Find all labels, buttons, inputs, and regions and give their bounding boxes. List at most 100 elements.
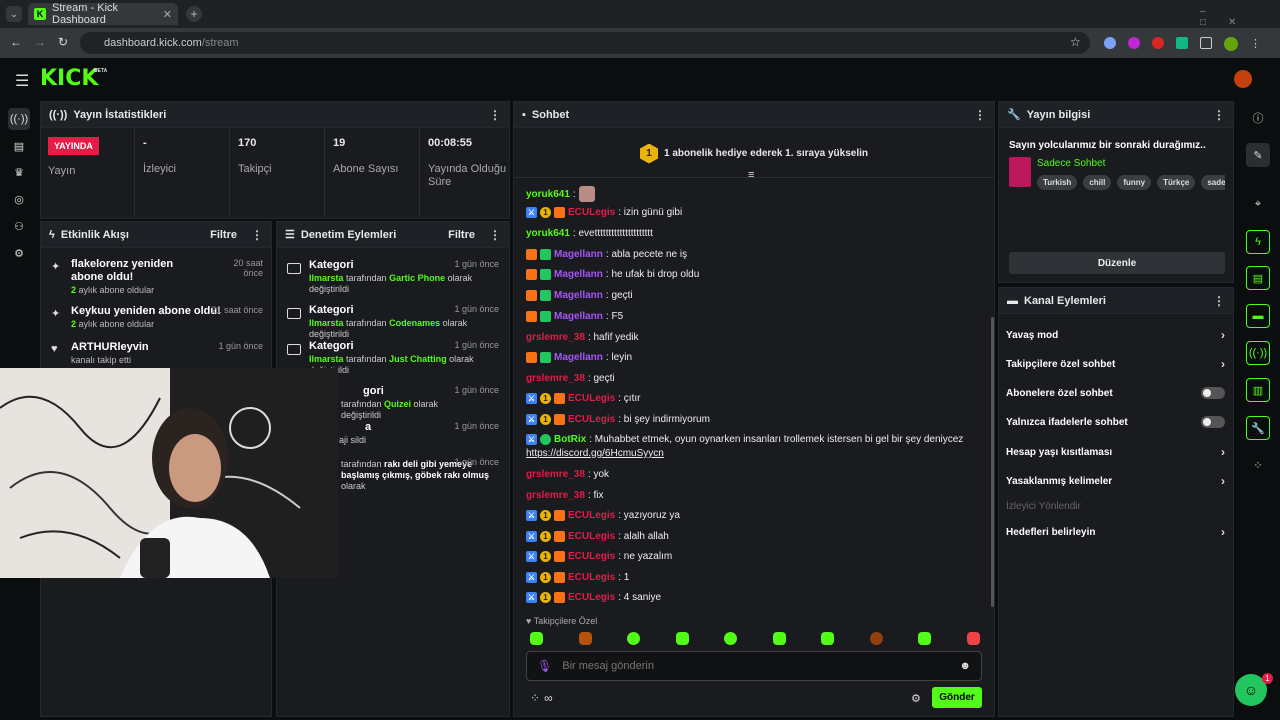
- info-icon[interactable]: ⓘ: [1252, 113, 1264, 125]
- action-followers-only[interactable]: Takipçilere özel sohbet ›: [1006, 357, 1225, 371]
- emote-2-icon[interactable]: [578, 632, 592, 645]
- browser-tab[interactable]: K Stream - Kick Dashboard ✕: [28, 2, 178, 26]
- quick-action-notes-icon[interactable]: ▤: [1246, 266, 1270, 290]
- emote-9-icon[interactable]: [918, 632, 932, 645]
- tag[interactable]: sadece: [1201, 175, 1225, 190]
- new-tab-icon[interactable]: +: [186, 6, 202, 22]
- close-tab-icon[interactable]: ✕: [162, 8, 172, 21]
- chat-username[interactable]: yoruk641: [526, 188, 570, 200]
- quick-action-broadcast-icon[interactable]: ((·)): [1246, 341, 1270, 365]
- activity-filter-button[interactable]: Filtre: [210, 228, 237, 241]
- stats-menu-icon[interactable]: ⋮: [489, 107, 501, 122]
- emote-only-toggle[interactable]: [1201, 416, 1225, 428]
- emoji-picker-icon[interactable]: ☻: [959, 660, 971, 672]
- extensions-puzzle-icon[interactable]: [1200, 37, 1212, 49]
- botrix-discord-link[interactable]: https://discord.gg/6HcmuSyycn: [526, 448, 664, 459]
- pinned-expand-icon[interactable]: ≡: [748, 169, 755, 181]
- nav-settings-icon[interactable]: ⚙: [14, 247, 24, 260]
- subscribers-only-toggle[interactable]: [1201, 387, 1225, 399]
- chat-username[interactable]: Magellann: [554, 249, 603, 260]
- tag[interactable]: chill: [1083, 175, 1112, 190]
- forward-icon[interactable]: →: [34, 35, 46, 49]
- back-icon[interactable]: ←: [10, 35, 22, 49]
- edit-stream-button[interactable]: Düzenle: [1009, 252, 1225, 274]
- pencil-icon[interactable]: ✎: [1246, 143, 1270, 167]
- chat-username[interactable]: ECULegis: [568, 592, 616, 603]
- reload-icon[interactable]: ↻: [58, 35, 69, 49]
- browser-menu-icon[interactable]: ⋮: [1250, 38, 1261, 50]
- chat-username[interactable]: grslemre_38: [526, 332, 585, 343]
- quick-action-wrench-icon[interactable]: 🔧: [1246, 416, 1270, 440]
- emote-6-icon[interactable]: [772, 632, 786, 645]
- action-account-age[interactable]: Hesap yaşı kısıtlaması ›: [1006, 445, 1225, 459]
- chat-scrollbar[interactable]: [991, 317, 994, 607]
- chat-username[interactable]: ECULegis: [568, 572, 616, 583]
- chat-message-input[interactable]: [562, 660, 950, 672]
- user-avatar[interactable]: [1234, 70, 1252, 88]
- emote-4-icon[interactable]: [675, 632, 689, 645]
- channel-actions-menu-icon[interactable]: ⋮: [1213, 293, 1225, 308]
- extension-4-icon[interactable]: [1176, 37, 1188, 49]
- extension-2-icon[interactable]: [1128, 37, 1140, 49]
- quick-action-layout-icon[interactable]: ▥: [1246, 378, 1270, 402]
- profile-avatar-icon[interactable]: [1224, 37, 1238, 51]
- tag[interactable]: Turkish: [1037, 175, 1078, 190]
- chat-username[interactable]: Magellann: [554, 311, 603, 322]
- emote-3-icon[interactable]: [627, 632, 641, 645]
- chat-menu-icon[interactable]: ⋮: [974, 107, 986, 122]
- emote-8-icon[interactable]: [869, 632, 883, 645]
- bookmark-star-icon[interactable]: ☆: [1070, 35, 1081, 49]
- focus-icon[interactable]: ⌖: [1254, 197, 1262, 210]
- chat-username[interactable]: BotRix: [554, 434, 587, 445]
- chat-username[interactable]: Magellann: [554, 352, 603, 363]
- emote-7-icon[interactable]: [821, 632, 835, 645]
- emote-10-icon[interactable]: [966, 632, 980, 645]
- moderation-filter-button[interactable]: Filtre: [448, 228, 475, 241]
- window-controls[interactable]: –□✕: [1200, 6, 1259, 28]
- kick-logo[interactable]: KICK: [40, 66, 99, 91]
- moderation-menu-icon[interactable]: ⋮: [489, 227, 501, 242]
- quick-action-chat-icon[interactable]: ▬: [1246, 304, 1270, 328]
- extension-icons[interactable]: ⋮: [1104, 37, 1261, 51]
- extension-1-icon[interactable]: [1104, 37, 1116, 49]
- nav-users-icon[interactable]: ⚇: [14, 220, 24, 233]
- chat-input-box[interactable]: 🎙 ☻: [526, 651, 982, 681]
- chat-username[interactable]: ECULegis: [568, 207, 616, 218]
- action-slow-mode[interactable]: Yavaş mod ›: [1006, 328, 1225, 342]
- points-icon[interactable]: ⁘: [530, 691, 541, 705]
- hamburger-menu-icon[interactable]: ☰: [15, 73, 30, 90]
- chat-username[interactable]: grslemre_38: [526, 490, 585, 501]
- microphone-icon[interactable]: 🎙: [537, 659, 553, 673]
- activity-menu-icon[interactable]: ⋮: [251, 227, 263, 242]
- chat-username[interactable]: ECULegis: [568, 414, 616, 425]
- chat-username[interactable]: yoruk641: [526, 228, 570, 239]
- nav-stream-icon[interactable]: ((·)): [8, 108, 30, 130]
- chat-username[interactable]: ECULegis: [568, 531, 616, 542]
- chat-username[interactable]: Magellann: [554, 269, 603, 280]
- chat-username[interactable]: grslemre_38: [526, 373, 585, 384]
- send-button[interactable]: Gönder: [932, 687, 982, 708]
- emote-5-icon[interactable]: [724, 632, 738, 645]
- nav-trophy-icon[interactable]: ♛: [14, 166, 24, 179]
- chat-username[interactable]: grslemre_38: [526, 469, 585, 480]
- address-input[interactable]: dashboard.kick.com/stream: [80, 32, 1090, 54]
- chat-username[interactable]: ECULegis: [568, 551, 616, 562]
- tag[interactable]: Türkçe: [1157, 175, 1196, 190]
- nav-target-icon[interactable]: ◎: [14, 193, 24, 206]
- stream-info-menu-icon[interactable]: ⋮: [1213, 107, 1225, 122]
- help-chat-button[interactable]: ☺: [1235, 674, 1267, 706]
- nav-dashboard-icon[interactable]: ▤: [13, 140, 25, 153]
- emote-1-icon[interactable]: [530, 632, 543, 645]
- tag[interactable]: funny: [1117, 175, 1152, 190]
- action-set-goals[interactable]: Hedefleri belirleyin ›: [1006, 525, 1225, 539]
- chat-username[interactable]: ECULegis: [568, 393, 616, 404]
- chat-username[interactable]: Magellann: [554, 290, 603, 301]
- chat-username[interactable]: ECULegis: [568, 510, 616, 521]
- tab-list-icon[interactable]: ⌄: [6, 6, 22, 22]
- category-name[interactable]: Sadece Sohbet: [1037, 158, 1106, 169]
- action-banned-words[interactable]: Yasaklanmış kelimeler ›: [1006, 474, 1225, 488]
- extension-3-icon[interactable]: [1152, 37, 1164, 49]
- more-actions-icon[interactable]: ⁘: [1253, 459, 1263, 472]
- chat-settings-icon[interactable]: ⚙: [911, 693, 921, 705]
- quick-action-lightning-icon[interactable]: ϟ: [1246, 230, 1270, 254]
